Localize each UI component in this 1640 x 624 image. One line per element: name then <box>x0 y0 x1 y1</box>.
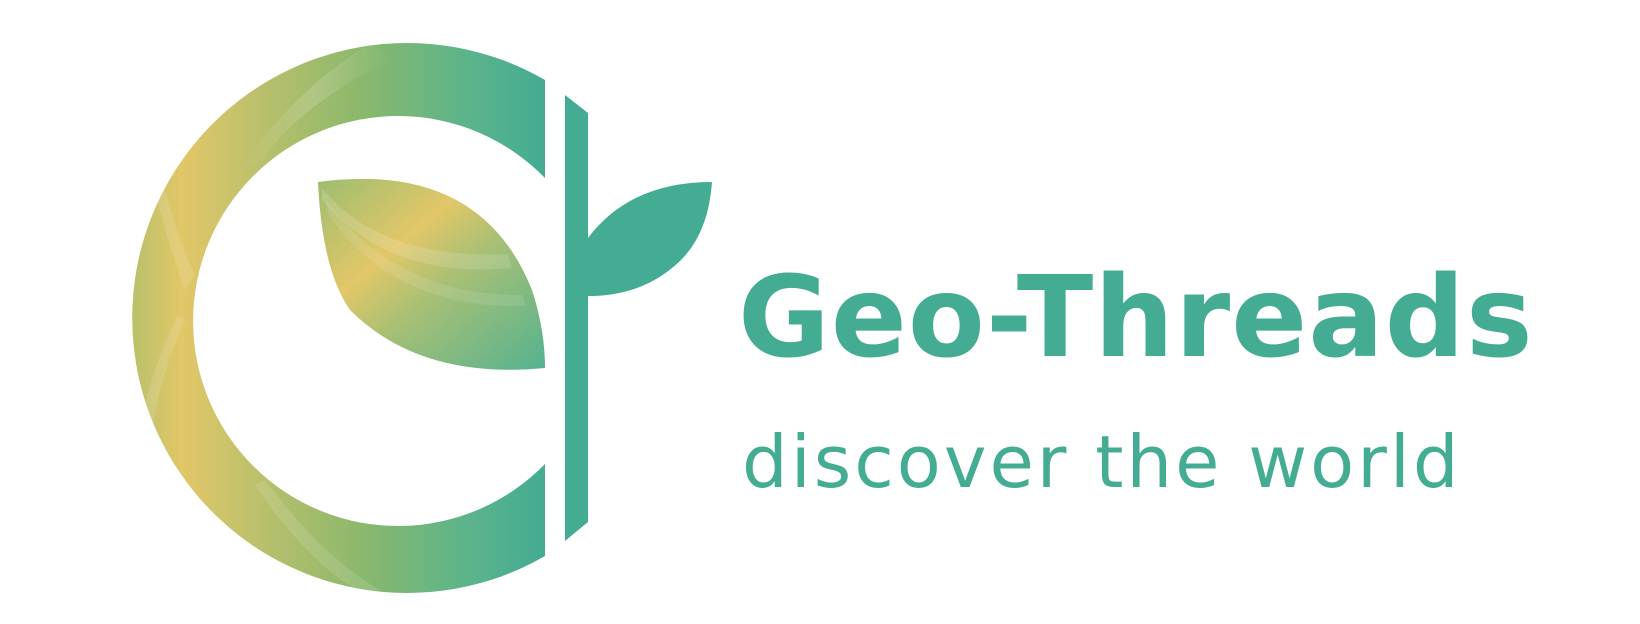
left-leaf-icon <box>318 178 545 370</box>
c-ring-icon <box>132 42 545 593</box>
stem-icon <box>565 95 588 541</box>
brand-tagline: discover the world <box>742 420 1462 504</box>
logo-mark-icon <box>132 42 712 593</box>
brand-name: Geo-Threads <box>738 253 1534 383</box>
wordmark: Geo-Threads discover the world <box>738 262 1618 498</box>
right-leaf-icon <box>588 182 712 296</box>
